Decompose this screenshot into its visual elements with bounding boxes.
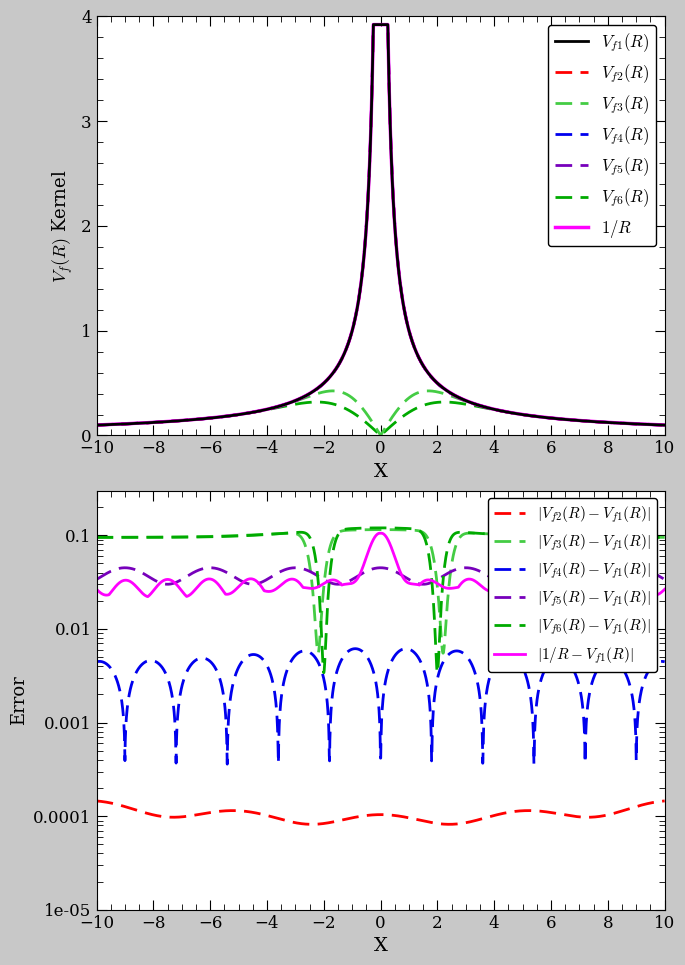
X-axis label: X: X — [373, 463, 388, 481]
X-axis label: X: X — [373, 937, 388, 955]
Legend: $|V_{f2}(R)-V_{f1}(R)|$, $|V_{f3}(R)-V_{f1}(R)|$, $|V_{f4}(R)-V_{f1}(R)|$, $|V_{: $|V_{f2}(R)-V_{f1}(R)|$, $|V_{f3}(R)-V_{… — [488, 498, 657, 672]
Y-axis label: Error: Error — [10, 676, 27, 725]
Legend: $V_{f1}(R)$, $V_{f2}(R)$, $V_{f3}(R)$, $V_{f4}(R)$, $V_{f5}(R)$, $V_{f6}(R)$, $1: $V_{f1}(R)$, $V_{f2}(R)$, $V_{f3}(R)$, $… — [548, 24, 656, 246]
Y-axis label: $V_f(R)$ Kernel: $V_f(R)$ Kernel — [51, 169, 75, 283]
